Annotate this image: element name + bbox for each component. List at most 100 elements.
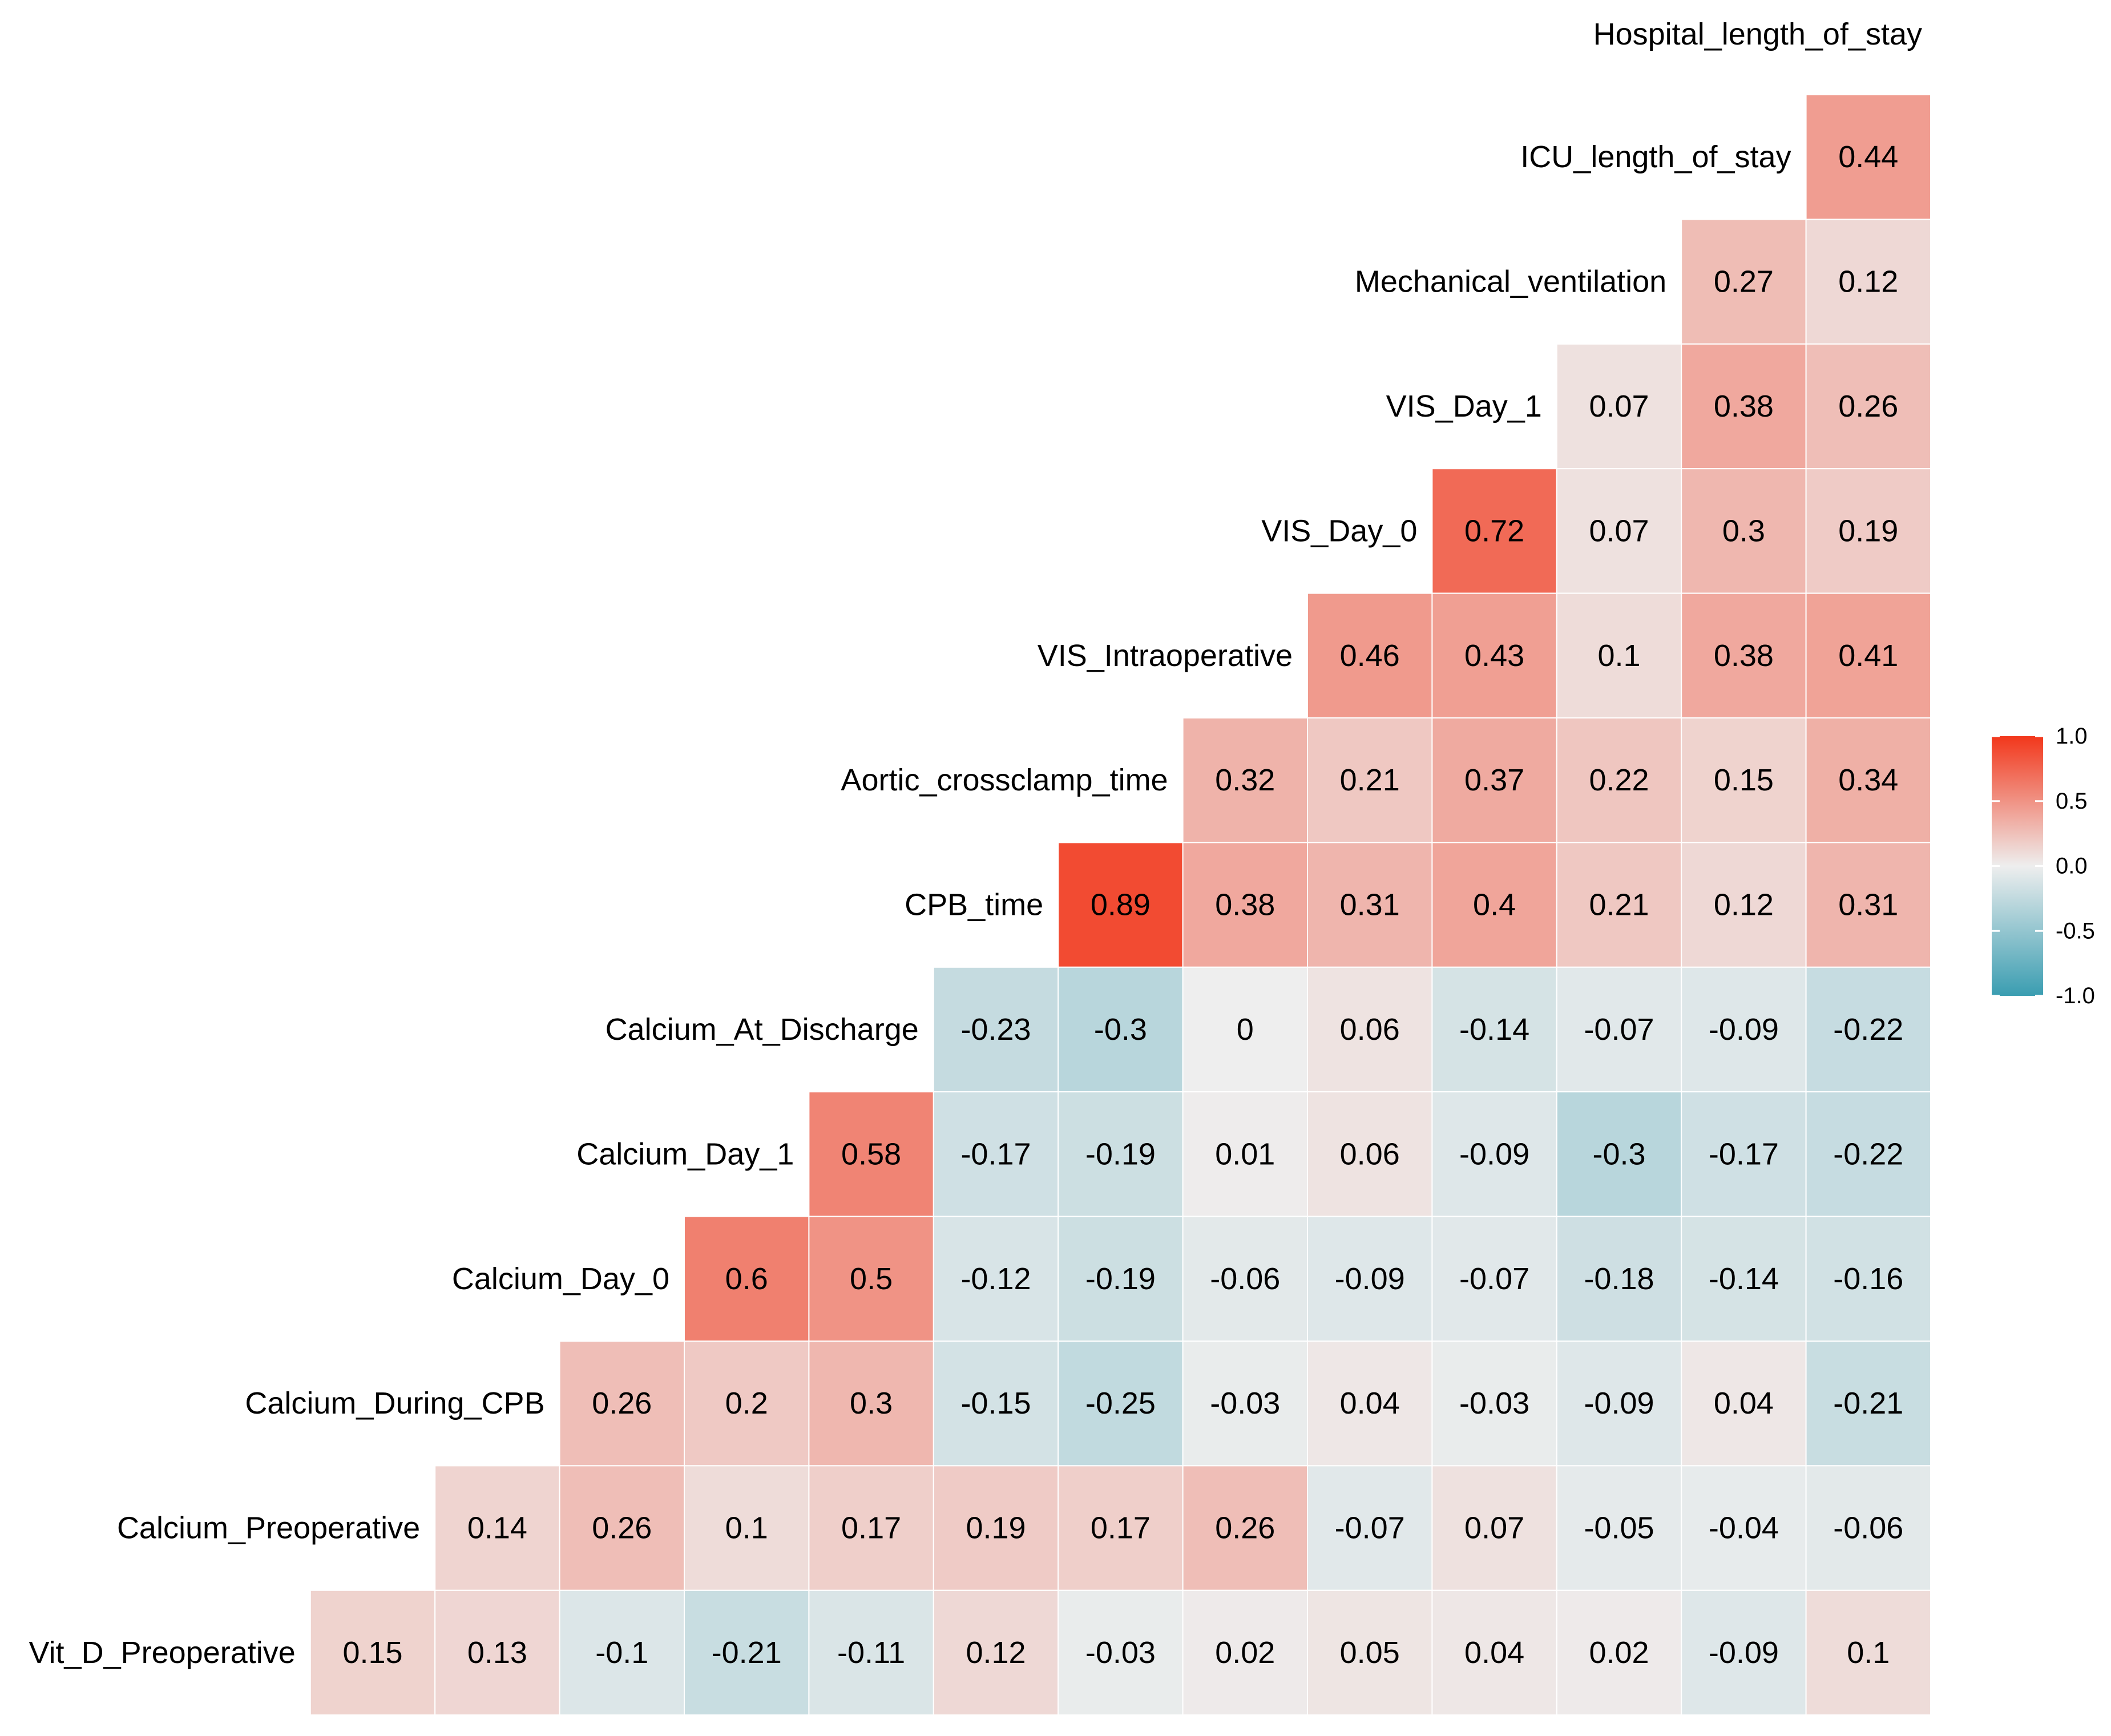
heatmap-cell: [1805, 219, 1932, 345]
cell-value-label: 0.06: [1340, 1012, 1400, 1047]
legend-tick-label: 0.0: [2056, 854, 2088, 879]
row-label: Calcium_Preoperative: [117, 1511, 420, 1545]
heatmap-cell: [559, 1341, 685, 1467]
cell-value-label: 0.37: [1464, 763, 1524, 797]
heatmap-cell: [1681, 1216, 1807, 1342]
heatmap-cell: [1681, 592, 1807, 718]
cell-value-label: 0.05: [1340, 1636, 1400, 1670]
heatmap-cell: [1805, 1589, 1932, 1716]
legend-tick-label: 0.5: [2056, 789, 2088, 814]
heatmap-cell: [309, 1589, 436, 1716]
cell-value-label: -0.17: [960, 1137, 1031, 1171]
heatmap-cell: [1805, 842, 1932, 968]
row-label: Vit_D_Preoperative: [29, 1636, 296, 1670]
cell-value-label: -0.15: [960, 1386, 1031, 1420]
heatmap-cell: [1057, 1216, 1184, 1342]
heatmap-cell: [559, 1589, 685, 1716]
heatmap-cell: [1057, 842, 1184, 968]
cell-value-label: 0.6: [725, 1262, 768, 1296]
row-labels: Hospital_length_of_stay ICU_length_of_sta…: [29, 17, 1922, 1670]
heatmap-cell: [1805, 468, 1932, 594]
cell-value-label: -0.04: [1709, 1511, 1779, 1545]
cell-value-label: -0.14: [1709, 1262, 1779, 1296]
cell-value-label: 0.26: [592, 1511, 652, 1545]
cell-value-label: -0.1: [595, 1636, 648, 1670]
cell-value-label: -0.09: [1709, 1012, 1779, 1047]
cell-value-label: -0.22: [1833, 1012, 1903, 1047]
legend-tick-label: -0.5: [2056, 918, 2095, 943]
color-legend: 1.0 0.5 0.0 -0.5 -1.0: [1992, 724, 2095, 1008]
cell-value-label: -0.3: [1592, 1137, 1645, 1171]
cell-value-label: -0.12: [960, 1262, 1031, 1296]
cell-value-label: 0.04: [1464, 1636, 1524, 1670]
heatmap-cell: [1556, 1341, 1682, 1467]
heatmap-cell: [808, 1589, 934, 1716]
heatmap-cell: [1556, 1216, 1682, 1342]
cell-value-label: 0.1: [1597, 639, 1640, 673]
cell-value-label: -0.09: [1459, 1137, 1529, 1171]
cell-value-label: 0.46: [1340, 639, 1400, 673]
heatmap-cell: [808, 1465, 934, 1591]
cell-value-label: 0.27: [1714, 265, 1774, 299]
heatmap-cell: [1057, 1091, 1184, 1217]
cell-value-label: 0.1: [725, 1511, 768, 1545]
cell-value-label: 0.26: [1215, 1511, 1275, 1545]
heatmap-cell: [933, 1589, 1059, 1716]
cell-value-label: -0.11: [837, 1636, 905, 1670]
row-label: CPB_time: [905, 888, 1043, 922]
cell-value-label: 0.21: [1589, 888, 1649, 922]
cell-value-label: -0.09: [1584, 1386, 1654, 1420]
cell-value-label: -0.09: [1335, 1262, 1405, 1296]
heatmap-cell: [1182, 1216, 1309, 1342]
heatmap-cell: [559, 1465, 685, 1591]
heatmap-cell: [1431, 1465, 1557, 1591]
cell-value-label: 0.01: [1215, 1137, 1275, 1171]
cell-value-label: -0.06: [1210, 1262, 1280, 1296]
cell-value-label: -0.23: [960, 1012, 1031, 1047]
heatmap-cell: [1681, 343, 1807, 470]
cell-value-label: 0.38: [1215, 888, 1275, 922]
heatmap-cell: [1556, 717, 1682, 843]
heatmap-cell: [808, 1091, 934, 1217]
heatmap-cell: [1805, 966, 1932, 1093]
heatmap-cell: [1307, 1465, 1433, 1591]
heatmap-cell: [933, 1091, 1059, 1217]
heatmap-cell: [1805, 1216, 1932, 1342]
heatmap-cell: [1556, 592, 1682, 718]
row-label: VIS_Day_1: [1386, 389, 1542, 423]
cell-value-label: -0.03: [1210, 1386, 1280, 1420]
heatmap-cell: [1681, 717, 1807, 843]
cell-value-label: -0.05: [1584, 1511, 1654, 1545]
heatmap-cell: [1307, 1341, 1433, 1467]
cell-value-label: 0.58: [841, 1137, 901, 1171]
cell-value-label: 0.1: [1847, 1636, 1890, 1670]
heatmap-cell: [1431, 1589, 1557, 1716]
heatmap-cell: [1182, 1465, 1309, 1591]
heatmap-cell: [1556, 343, 1682, 470]
cell-value-label: 0.41: [1838, 639, 1898, 673]
cell-value-label: 0.17: [841, 1511, 901, 1545]
cell-value-label: -0.18: [1584, 1262, 1654, 1296]
heatmap-cell: [1057, 1589, 1184, 1716]
cell-value-label: -0.07: [1584, 1012, 1654, 1047]
heatmap-cell: [1681, 842, 1807, 968]
cell-value-label: -0.07: [1459, 1262, 1529, 1296]
heatmap-cell: [1182, 1589, 1309, 1716]
cell-value-label: 0.43: [1464, 639, 1524, 673]
heatmap-cell: [684, 1216, 810, 1342]
heatmap-cell: [684, 1465, 810, 1591]
heatmap-cell: [1556, 1091, 1682, 1217]
legend-tick-label: 1.0: [2056, 724, 2088, 749]
cell-value-label: 0.32: [1215, 763, 1275, 797]
cell-value-label: -0.06: [1833, 1511, 1903, 1545]
cell-value-label: -0.17: [1709, 1137, 1779, 1171]
heatmap-cell: [933, 1465, 1059, 1591]
heatmap-cell: [1182, 842, 1309, 968]
row-label: VIS_Day_0: [1261, 514, 1417, 548]
heatmap-cell: [1556, 1465, 1682, 1591]
cell-value-label: 0.89: [1091, 888, 1151, 922]
cell-value-label: 0.15: [1714, 763, 1774, 797]
heatmap-cell: [1431, 1091, 1557, 1217]
cell-value-label: 0.17: [1091, 1511, 1151, 1545]
